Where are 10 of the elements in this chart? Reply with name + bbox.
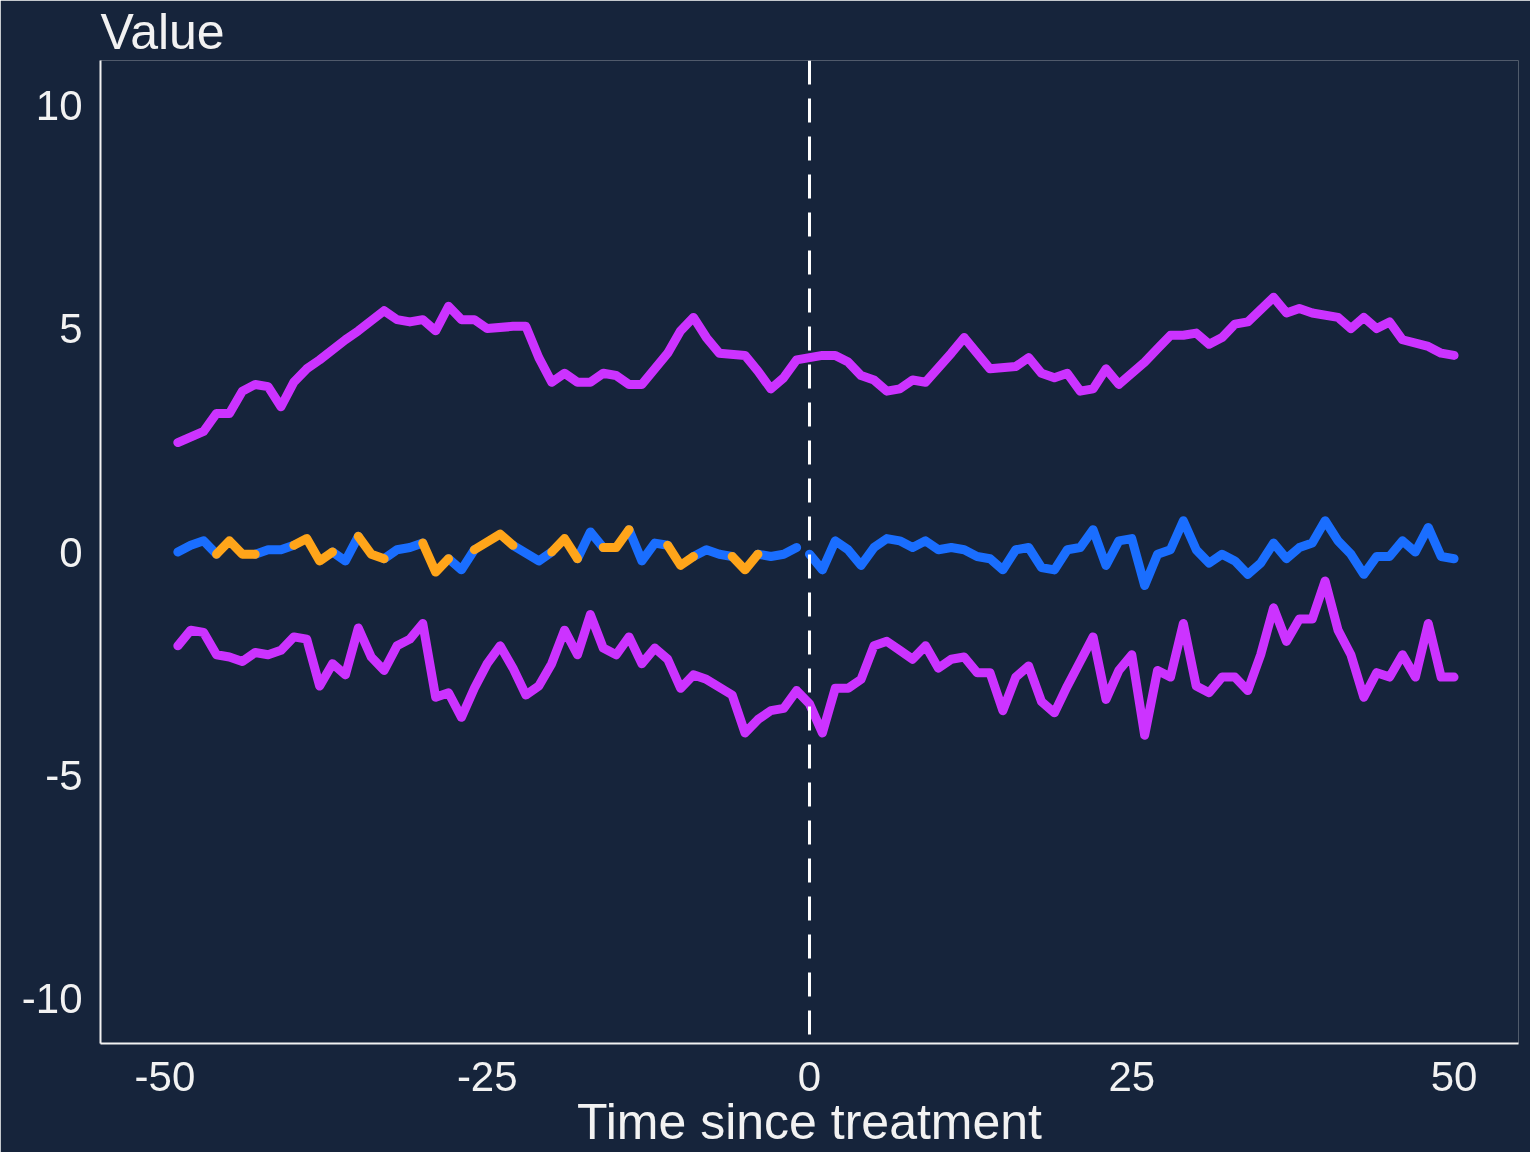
y-tick-label: 10 [35,81,83,129]
x-tick-label: -25 [456,1052,518,1100]
y-tick-label: -5 [45,751,83,799]
x-tick-label: 25 [1108,1052,1156,1100]
y-tick-label: 0 [59,528,83,576]
x-tick-label: -50 [134,1052,196,1100]
y-axis-title: Value [100,3,225,60]
x-tick-label: 50 [1430,1052,1478,1100]
y-tick-label: 5 [59,305,83,353]
y-tick-label: -10 [21,975,83,1023]
